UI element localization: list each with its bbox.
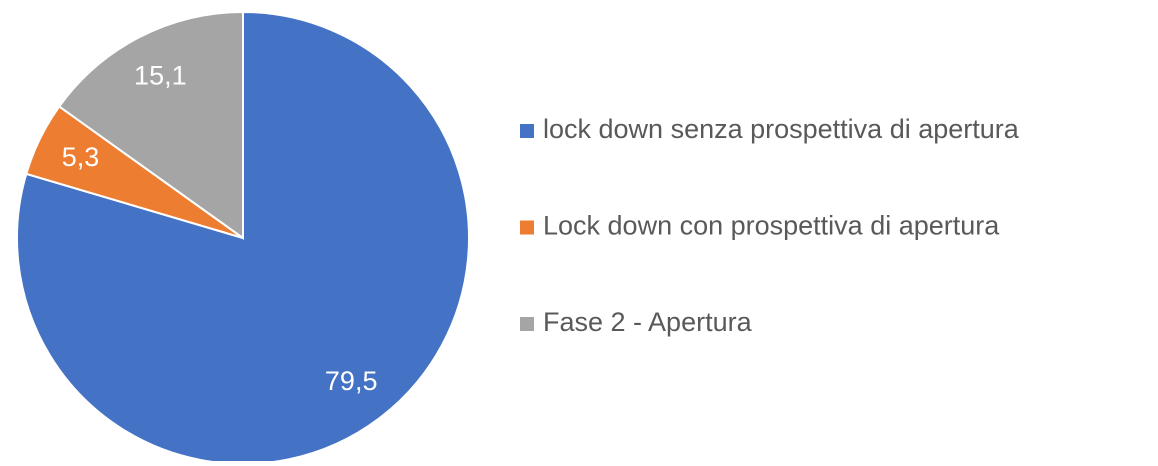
legend-label: Fase 2 - Apertura	[543, 307, 753, 337]
data-label: 5,3	[62, 142, 100, 172]
pie-slice	[57, 10, 244, 240]
legend-label: Lock down con prospettiva di apertura	[543, 211, 1000, 241]
legend-label: lock down senza prospettiva di apertura	[543, 114, 1020, 144]
legend-swatch	[520, 220, 534, 235]
legend-swatch	[520, 124, 534, 138]
legend-swatch	[520, 317, 534, 331]
data-label: 79,5	[325, 366, 378, 396]
data-label: 15,1	[134, 60, 187, 90]
